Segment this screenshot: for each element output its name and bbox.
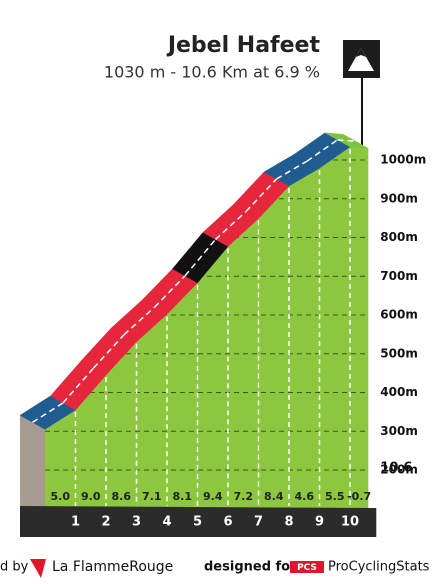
km-label: 1 [71, 515, 80, 530]
km-label: 2 [101, 515, 110, 530]
y-tick-label: 200m [380, 463, 418, 477]
brand-name: La FlammeRouge [52, 559, 173, 575]
pcs-badge [290, 561, 324, 573]
km-label: 4 [162, 515, 171, 530]
chart-subtitle: 1030 m - 10.6 Km at 6.9 % [104, 63, 320, 82]
road-centerline [337, 139, 356, 143]
side-face [20, 415, 45, 508]
summit-flag [343, 40, 380, 150]
road-centerline [123, 306, 156, 336]
gradient-label: -0.7 [347, 490, 371, 503]
gradient-label: 5.0 [51, 490, 71, 503]
base-band [20, 506, 377, 537]
chart-title: Jebel Hafeet [166, 33, 321, 58]
gradient-label: 7.1 [142, 490, 162, 503]
road-centerline [214, 210, 247, 240]
km-label: 7 [254, 515, 263, 530]
y-tick-label: 1000m [380, 153, 426, 167]
brand-icon [30, 559, 46, 578]
gradient-label: 8.4 [264, 490, 284, 503]
y-tick-label: 300m [380, 424, 418, 438]
gradient-label: 8.6 [112, 490, 132, 503]
km-label: 5 [193, 515, 202, 530]
road-centerline [306, 139, 338, 162]
gradient-label: 9.4 [203, 490, 223, 503]
pcs-text: PCS [297, 563, 317, 573]
footer: d by La FlammeRouge designed for PCS Pro… [0, 559, 430, 578]
km-label: 8 [284, 515, 293, 530]
road-centerline [92, 334, 125, 369]
site-name: ProCyclingStats [328, 560, 430, 575]
km-label: 9 [315, 515, 324, 530]
y-tick-label: 900m [380, 191, 418, 205]
gradient-label: 7.2 [234, 490, 254, 503]
y-tick-label: 400m [380, 385, 418, 399]
road-centerline [245, 178, 278, 213]
road-centerline [62, 367, 95, 404]
gradient-label: 8.1 [173, 490, 193, 503]
gradient-label: 4.6 [295, 490, 315, 503]
km-label: 10 [341, 515, 359, 530]
road-centerline [32, 402, 64, 423]
distance-label: 10.6 [380, 461, 412, 476]
y-tick-label: 600m [380, 308, 418, 322]
y-tick-label: 700m [380, 269, 418, 283]
gradient-label: 9.0 [81, 490, 101, 503]
y-tick-label: 800m [380, 230, 418, 244]
gradient-label: 5.5 [325, 490, 345, 503]
footer-text: designed for [204, 560, 297, 575]
road-centerline [276, 160, 308, 180]
road-centerline [184, 238, 217, 277]
ground [45, 146, 369, 508]
road-segment [324, 132, 369, 149]
footer-text: d by [0, 560, 29, 575]
road-centerline [153, 275, 186, 308]
y-tick-label: 500m [380, 346, 418, 360]
km-label: 6 [223, 515, 232, 530]
km-label: 3 [132, 515, 141, 530]
